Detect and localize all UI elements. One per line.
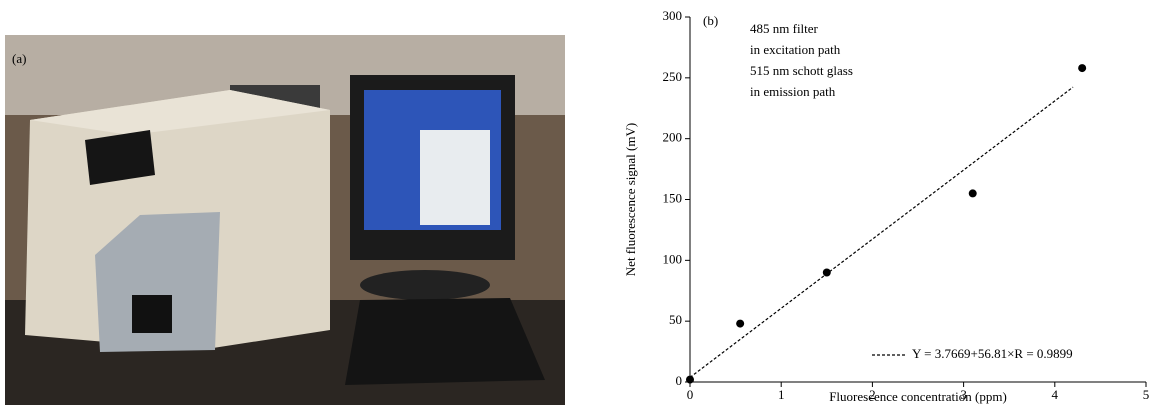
- x-tick-label: 4: [1052, 387, 1059, 402]
- photo-instrument-top: [30, 90, 330, 135]
- point: [1078, 64, 1087, 73]
- legend-label: Y = 3.7669+56.81×R = 0.9899: [912, 346, 1073, 361]
- y-tick-label: 150: [663, 190, 683, 205]
- point: [822, 268, 831, 277]
- point: [736, 319, 745, 328]
- annotation: 485 nm filter: [750, 21, 819, 36]
- x-tick-label: 5: [1143, 387, 1150, 402]
- y-tick-label: 50: [669, 312, 682, 327]
- photo-box: [95, 212, 220, 352]
- x-tick-label: 2: [869, 387, 876, 402]
- panel-label: (a): [12, 51, 26, 66]
- photo-label-bg: [8, 50, 38, 70]
- y-tick-label: 200: [663, 130, 683, 145]
- y-axis-label: Net fluorescence signal (mV): [623, 123, 638, 276]
- point: [686, 375, 694, 384]
- y-tick-label: 100: [663, 251, 683, 266]
- point: [968, 189, 977, 198]
- photo-sticker: [85, 130, 155, 185]
- photo-keyboard: [345, 298, 545, 385]
- x-axis-label: Fluorescence concentration (ppm): [829, 389, 1007, 404]
- chart: 0 50 100 150 200 250 300 0 1 2 3 4 5 Fluorescence con…: [623, 8, 1149, 404]
- annotation: in excitation path: [750, 42, 841, 57]
- annotation: in emission path: [750, 84, 836, 99]
- photo-monitor-stand: [360, 270, 490, 300]
- y-tick-label: 300: [663, 8, 683, 23]
- photo-window: [420, 130, 490, 225]
- photo: (a): [5, 35, 565, 405]
- x-tick-label: 3: [960, 387, 967, 402]
- x-tick-label: 1: [778, 387, 785, 402]
- y-tick-label: 0: [676, 373, 683, 388]
- photo-box-window: [132, 295, 172, 333]
- y-tick-label: 250: [663, 69, 683, 84]
- x-tick-label: 0: [687, 387, 694, 402]
- annotation: 515 nm schott glass: [750, 63, 853, 78]
- fit-line: [689, 86, 1074, 378]
- panel-label: (b): [703, 13, 718, 28]
